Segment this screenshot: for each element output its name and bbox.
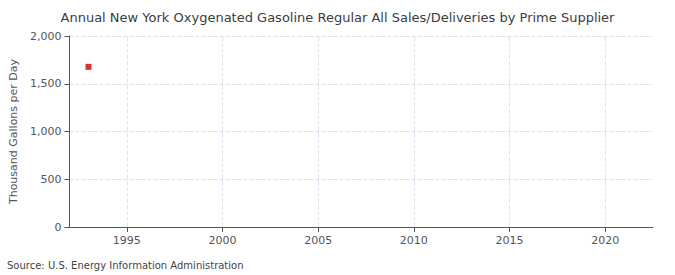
svg-text:1,000: 1,000 bbox=[30, 125, 62, 138]
svg-text:2010: 2010 bbox=[400, 234, 428, 247]
svg-text:Thousand Gallons per Day: Thousand Gallons per Day bbox=[7, 58, 20, 205]
svg-text:Annual New York Oxygenated Gas: Annual New York Oxygenated Gasoline Regu… bbox=[61, 10, 616, 25]
svg-text:0: 0 bbox=[54, 221, 61, 234]
svg-text:2,000: 2,000 bbox=[30, 30, 62, 43]
svg-text:2005: 2005 bbox=[304, 234, 332, 247]
svg-text:2020: 2020 bbox=[591, 234, 619, 247]
svg-text:1995: 1995 bbox=[113, 234, 141, 247]
svg-text:Source: U.S. Energy Informatio: Source: U.S. Energy Information Administ… bbox=[7, 260, 244, 271]
svg-text:500: 500 bbox=[40, 173, 61, 186]
svg-text:2015: 2015 bbox=[495, 234, 523, 247]
svg-text:2000: 2000 bbox=[208, 234, 236, 247]
svg-text:1,500: 1,500 bbox=[30, 77, 62, 90]
